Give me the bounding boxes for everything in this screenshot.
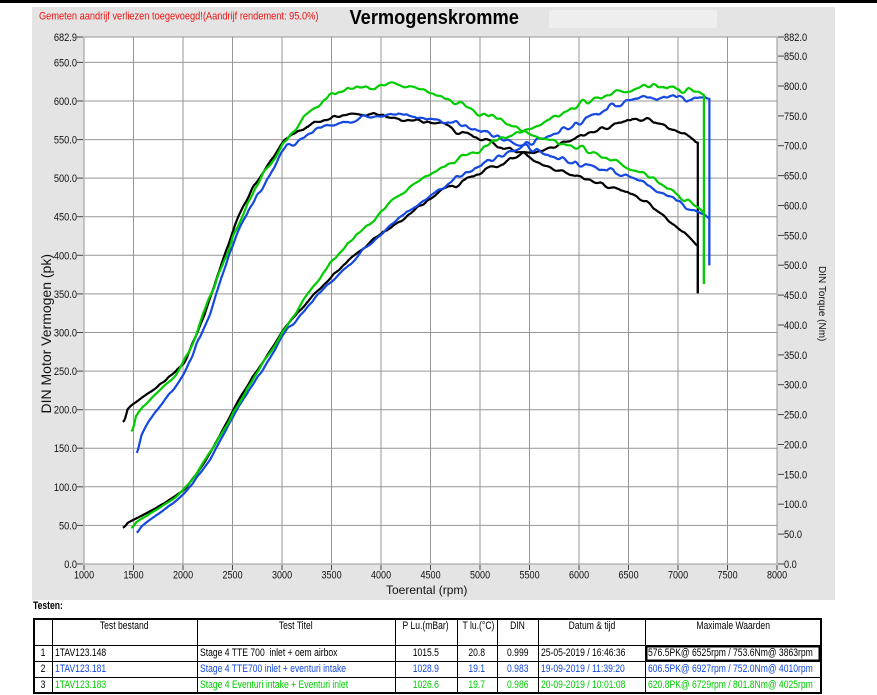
svg-text:682.9: 682.9 — [54, 32, 77, 44]
svg-text:6500: 6500 — [619, 570, 639, 582]
svg-text:400.0: 400.0 — [54, 250, 77, 262]
svg-text:DIN Torque (Nm): DIN Torque (Nm) — [816, 266, 827, 341]
svg-text:550.0: 550.0 — [54, 135, 77, 147]
svg-text:1000: 1000 — [74, 570, 94, 582]
svg-text:4500: 4500 — [421, 570, 441, 582]
svg-text:2500: 2500 — [223, 570, 243, 582]
svg-text:600.0: 600.0 — [784, 201, 807, 213]
svg-text:Gemeten aandrijf verliezen toe: Gemeten aandrijf verliezen toegevoegd!(A… — [39, 11, 318, 23]
svg-text:4000: 4000 — [371, 570, 391, 582]
svg-text:250.0: 250.0 — [54, 366, 77, 378]
svg-text:7000: 7000 — [668, 570, 688, 582]
svg-text:300.0: 300.0 — [784, 380, 807, 392]
svg-text:2000: 2000 — [173, 570, 193, 582]
svg-text:650.0: 650.0 — [54, 57, 77, 69]
svg-text:5000: 5000 — [470, 570, 490, 582]
svg-text:1500: 1500 — [124, 570, 144, 582]
svg-text:150.0: 150.0 — [54, 443, 77, 455]
svg-text:750.0: 750.0 — [784, 111, 807, 123]
svg-text:882.0: 882.0 — [784, 32, 807, 44]
svg-text:500.0: 500.0 — [54, 173, 77, 185]
svg-text:500.0: 500.0 — [784, 260, 807, 272]
svg-text:7500: 7500 — [718, 570, 738, 582]
svg-text:6000: 6000 — [569, 570, 589, 582]
svg-text:100.0: 100.0 — [784, 499, 807, 511]
svg-text:450.0: 450.0 — [54, 212, 77, 224]
svg-text:8000: 8000 — [767, 570, 787, 582]
svg-text:700.0: 700.0 — [784, 141, 807, 153]
svg-text:5500: 5500 — [520, 570, 540, 582]
svg-text:850.0: 850.0 — [784, 51, 807, 63]
svg-text:100.0: 100.0 — [54, 482, 77, 494]
svg-text:0.0: 0.0 — [64, 559, 77, 571]
svg-text:350.0: 350.0 — [54, 289, 77, 301]
svg-text:650.0: 650.0 — [784, 171, 807, 183]
svg-text:Vermogenskromme: Vermogenskromme — [350, 7, 519, 29]
svg-text:150.0: 150.0 — [784, 469, 807, 481]
svg-text:Toerental (rpm): Toerental (rpm) — [386, 583, 467, 597]
svg-text:200.0: 200.0 — [54, 405, 77, 417]
svg-text:50.0: 50.0 — [59, 520, 77, 532]
svg-text:50.0: 50.0 — [784, 529, 802, 541]
svg-text:200.0: 200.0 — [784, 440, 807, 452]
svg-text:350.0: 350.0 — [784, 350, 807, 362]
svg-text:450.0: 450.0 — [784, 290, 807, 302]
svg-text:600.0: 600.0 — [54, 96, 77, 108]
svg-text:800.0: 800.0 — [784, 81, 807, 93]
svg-text:550.0: 550.0 — [784, 230, 807, 242]
svg-text:0.0: 0.0 — [784, 559, 797, 571]
svg-text:DIN Motor Vermogen (pk): DIN Motor Vermogen (pk) — [38, 254, 54, 414]
svg-text:3000: 3000 — [272, 570, 292, 582]
svg-text:300.0: 300.0 — [54, 328, 77, 340]
svg-text:250.0: 250.0 — [784, 410, 807, 422]
svg-text:3500: 3500 — [322, 570, 342, 582]
svg-text:400.0: 400.0 — [784, 320, 807, 332]
